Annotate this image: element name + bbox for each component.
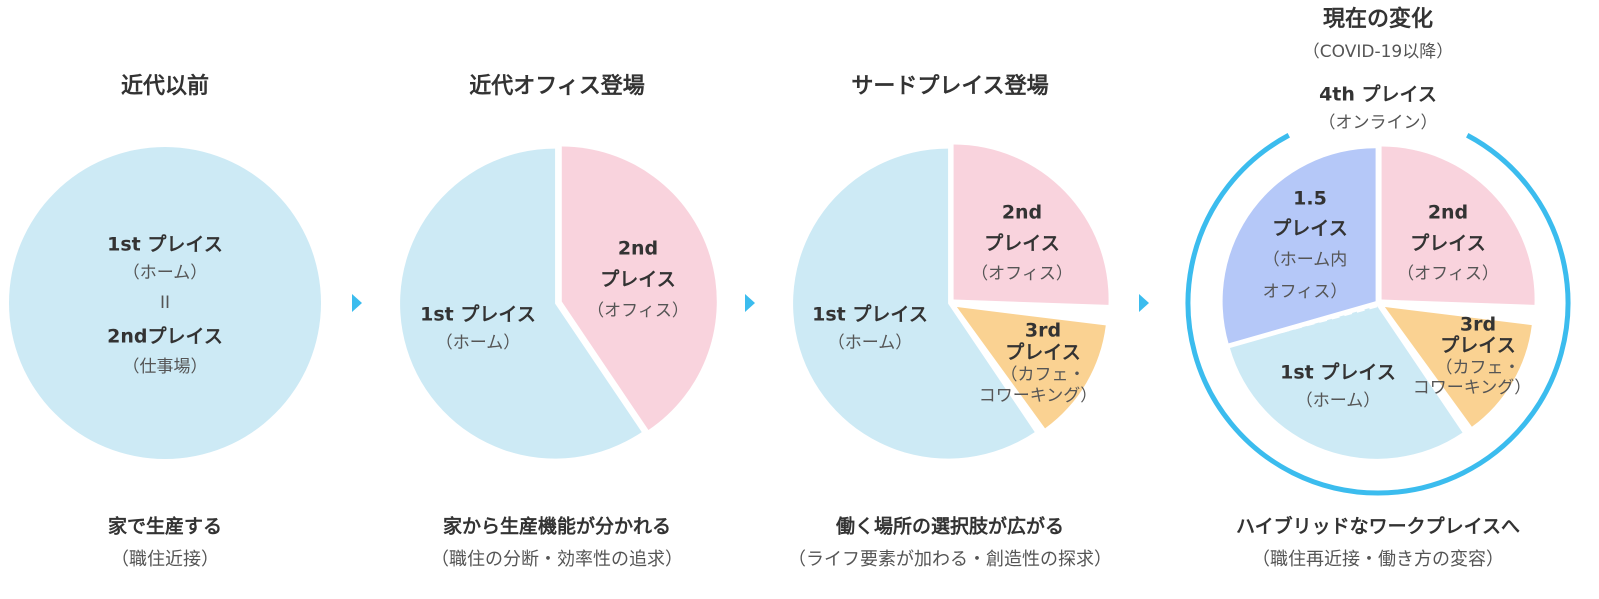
label: （オフィス） <box>587 301 689 321</box>
label: （カフェ・ <box>1001 365 1086 385</box>
outer-label: （オンライン） <box>1319 113 1438 133</box>
caption: 家で生産する <box>108 515 222 538</box>
caption: 働く場所の選択肢が広がる <box>835 515 1064 538</box>
shape <box>956 307 1106 429</box>
label: コワーキング） <box>1413 378 1532 398</box>
arrows <box>352 294 1149 312</box>
outer-label: 4th プレイス <box>1319 83 1437 106</box>
label: プレイス <box>984 232 1059 255</box>
note: （職住近接） <box>111 549 219 570</box>
label: 3rd <box>1025 320 1061 342</box>
label: 3rd <box>1460 314 1496 336</box>
label: 1.5 <box>1293 188 1327 210</box>
label: 1st プレイス <box>420 303 536 326</box>
label: プレイス <box>1410 232 1485 255</box>
panel-title: サードプレイス登場 <box>851 74 1048 99</box>
note: （ライフ要素が加わる・創造性の探求） <box>788 549 1112 570</box>
shape <box>1185 133 1571 496</box>
arrow <box>1139 294 1149 312</box>
label: （オフィス） <box>1397 264 1499 284</box>
label: 2nd <box>1428 202 1468 224</box>
label: （ホーム） <box>436 333 521 353</box>
label: 1st プレイス <box>812 303 928 326</box>
label: コワーキング） <box>979 386 1098 406</box>
shape <box>1381 146 1535 305</box>
label: 2nd <box>1002 202 1042 224</box>
shape <box>400 148 642 459</box>
panel-title: 近代オフィス登場 <box>469 73 645 99</box>
subtitle: （COVID-19以降） <box>1303 42 1453 62</box>
label: 2nd <box>618 238 658 260</box>
panel-title: 近代以前 <box>121 73 209 99</box>
shapes <box>9 133 1571 496</box>
shape <box>1384 307 1532 427</box>
label: （オフィス） <box>971 264 1073 284</box>
note: （職住再近接・働き方の変容） <box>1252 549 1504 570</box>
shape <box>1222 148 1376 344</box>
shape <box>561 146 717 431</box>
shape <box>9 147 321 459</box>
arrow <box>352 294 362 312</box>
shape <box>1229 305 1463 459</box>
label: （ホーム） <box>1296 391 1381 411</box>
label: プレイス <box>1005 341 1080 364</box>
note: （職住の分断・効率性の追求） <box>431 549 683 570</box>
caption: ハイブリッドなワークプレイスへ <box>1236 515 1520 538</box>
label: オフィス） <box>1263 282 1348 302</box>
label: プレイス <box>1440 334 1515 357</box>
caption: 家から生産機能が分かれる <box>443 515 671 538</box>
label: II <box>160 293 170 313</box>
shape <box>793 148 1035 459</box>
label: 1st プレイス <box>107 233 223 256</box>
arrow <box>745 294 755 312</box>
label: （ホーム） <box>828 333 913 353</box>
label: プレイス <box>600 268 675 291</box>
label: プレイス <box>1272 217 1347 240</box>
label: 1st プレイス <box>1280 361 1396 384</box>
label: （仕事場） <box>123 357 208 377</box>
panel-title: 現在の変化 <box>1323 6 1433 32</box>
label: （カフェ・ <box>1436 358 1521 378</box>
label: （ホーム内 <box>1263 250 1348 270</box>
shape <box>1223 304 1378 349</box>
shape <box>953 144 1109 305</box>
label: （ホーム） <box>123 263 208 283</box>
label: 2ndプレイス <box>107 325 223 348</box>
